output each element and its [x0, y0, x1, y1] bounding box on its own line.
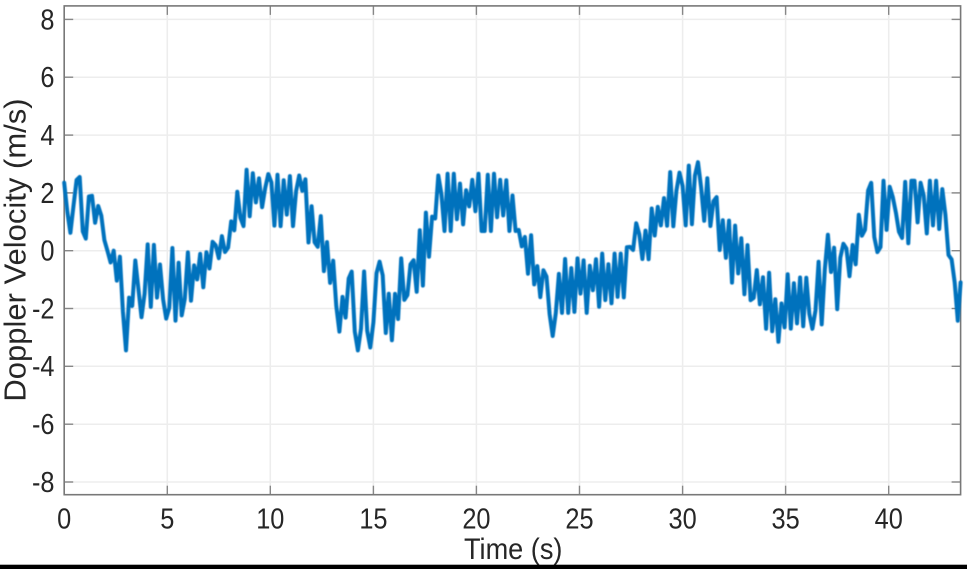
- svg-text:0: 0: [40, 234, 54, 267]
- svg-text:-2: -2: [32, 292, 55, 325]
- svg-text:10: 10: [256, 502, 284, 535]
- svg-text:2: 2: [40, 176, 54, 209]
- svg-text:-6: -6: [32, 408, 55, 441]
- svg-text:40: 40: [875, 502, 903, 535]
- svg-text:35: 35: [772, 502, 800, 535]
- svg-text:15: 15: [359, 502, 387, 535]
- svg-text:4: 4: [40, 118, 54, 151]
- svg-text:Doppler Velocity (m/s): Doppler Velocity (m/s): [0, 98, 33, 401]
- svg-text:8: 8: [40, 3, 54, 36]
- svg-text:5: 5: [160, 502, 174, 535]
- svg-text:-4: -4: [32, 350, 55, 383]
- svg-text:Time (s): Time (s): [464, 533, 562, 566]
- svg-text:20: 20: [462, 502, 490, 535]
- svg-text:-8: -8: [32, 465, 55, 498]
- svg-text:6: 6: [40, 61, 54, 94]
- svg-text:30: 30: [669, 502, 697, 535]
- svg-text:0: 0: [57, 502, 71, 535]
- svg-text:25: 25: [565, 502, 593, 535]
